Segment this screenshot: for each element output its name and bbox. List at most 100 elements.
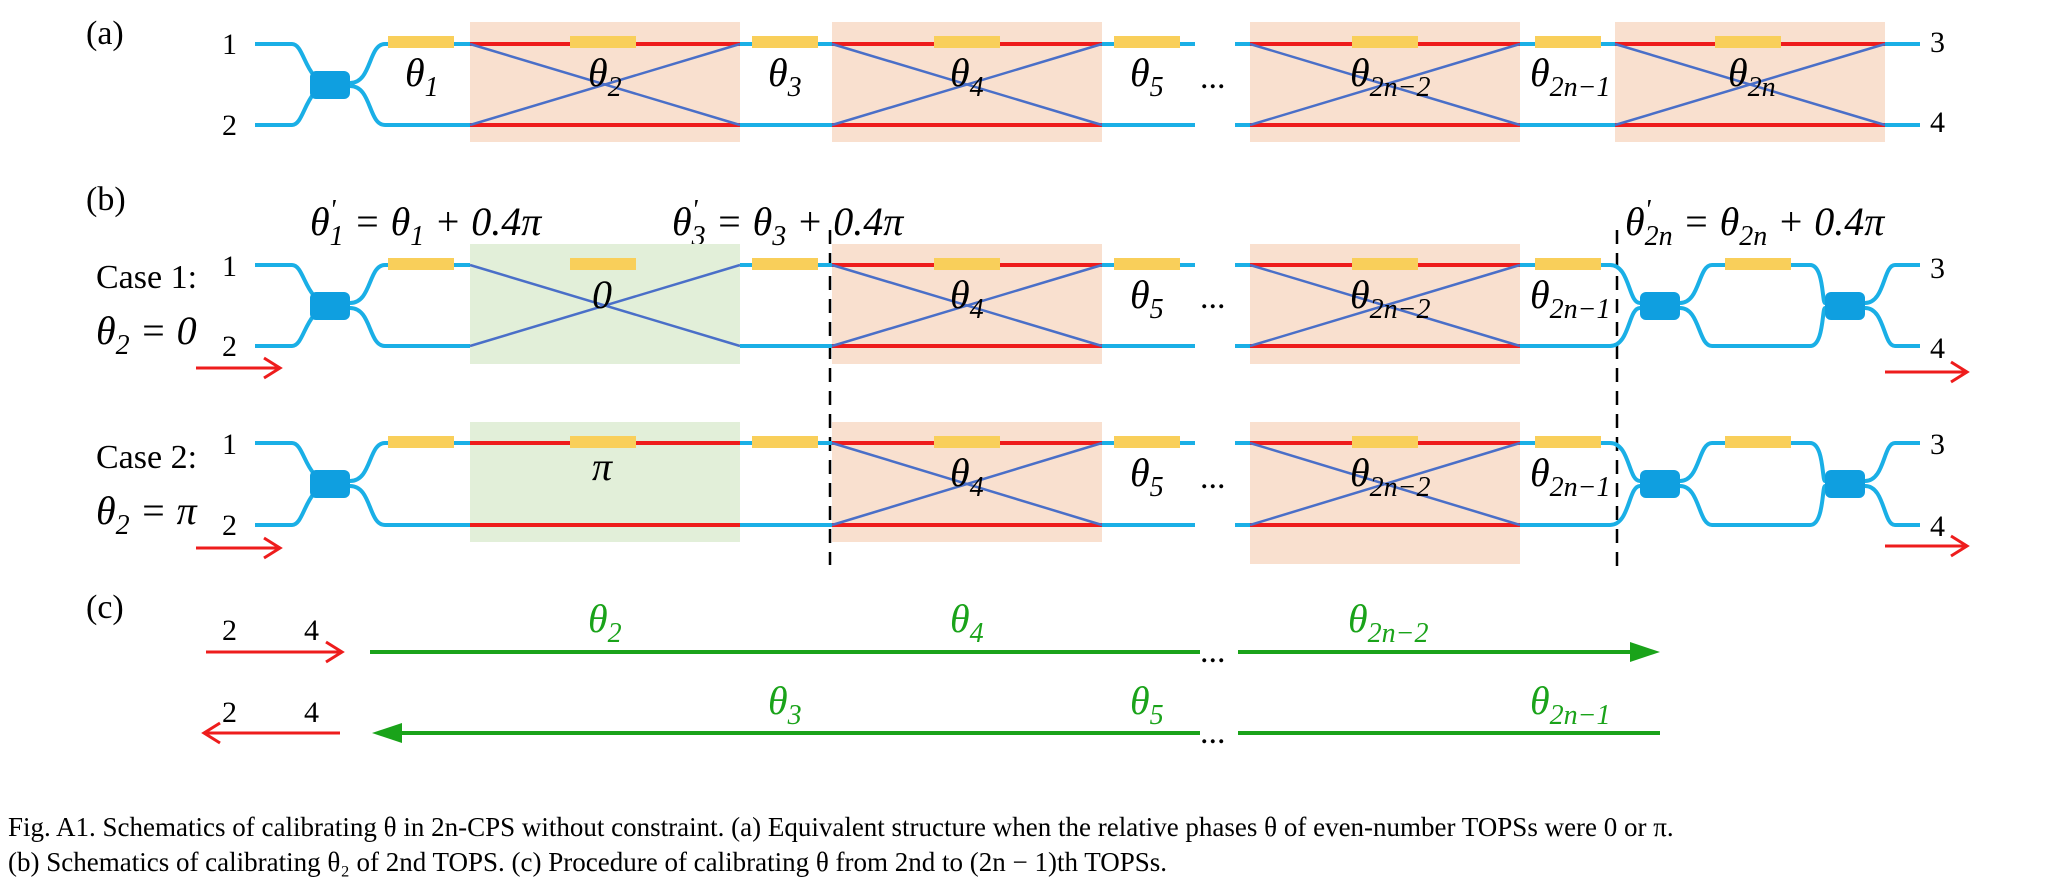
input-arrow [196, 356, 283, 380]
theta-2n-1: θ2n−1 [1530, 272, 1611, 325]
heater [1535, 258, 1601, 270]
port-1: 1 [222, 428, 237, 461]
theta-5: θ5 [1130, 50, 1164, 103]
heater [1715, 36, 1781, 48]
heater [570, 36, 636, 48]
ellipsis: ... [1200, 459, 1226, 496]
heater [934, 36, 1000, 48]
heater [388, 36, 454, 48]
equation-theta1: θ' 1 = θ1 + 0.4π [310, 195, 542, 252]
heater [934, 436, 1000, 448]
theta-4: θ4 [950, 50, 984, 103]
waveguide [349, 42, 470, 85]
ellipsis: ... [1200, 279, 1226, 316]
theta-2-green: θ2 [588, 596, 622, 649]
coupler [1640, 292, 1680, 320]
port-2: 2 [222, 109, 237, 142]
equation-theta2n: θ' 2n = θ2n + 0.4π [1625, 195, 1885, 252]
case-2-value: π [592, 444, 613, 489]
cross-line [831, 263, 1103, 348]
heater [1352, 258, 1418, 270]
waveguide [1609, 263, 1641, 305]
waveguide [1679, 441, 1827, 483]
forward-green-arrow [370, 642, 1660, 662]
coupler [1640, 470, 1680, 498]
heater [1535, 436, 1601, 448]
forward-red-arrow [206, 640, 345, 664]
waveguide [1864, 441, 1920, 483]
port-3: 3 [1930, 26, 1945, 59]
heater [1352, 36, 1418, 48]
cross-line [1614, 42, 1886, 127]
waveguide [349, 484, 470, 527]
heater [1725, 436, 1791, 448]
waveguide [1609, 441, 1641, 483]
port-3: 3 [1930, 252, 1945, 285]
caption-line-2: (b) Schematics of calibrating θ₂ of 2nd … [8, 847, 1168, 877]
waveguide [349, 263, 470, 305]
backward-red-arrow [201, 721, 340, 745]
waveguide [1679, 484, 1827, 527]
heater [1352, 436, 1418, 448]
port-4: 4 [1930, 106, 1945, 139]
case-1-value: 0 [592, 272, 612, 317]
panel-b-label: (b) [86, 181, 126, 218]
waveguide [349, 306, 470, 348]
coupler [1825, 292, 1865, 320]
panel-a-label: (a) [86, 15, 124, 52]
theta-3-green: θ3 [768, 678, 802, 731]
port-1: 1 [222, 250, 237, 283]
port-4: 4 [1930, 332, 1945, 365]
port-2: 2 [222, 696, 237, 729]
waveguide [1864, 306, 1920, 348]
output-arrow [1885, 360, 1970, 384]
panel-a: (a) 1 2 3 4 ... θ1 θ2 θ3 θ4 θ5 θ2n−2 θ2n… [86, 15, 1945, 142]
coupler [310, 71, 350, 99]
heater [388, 258, 454, 270]
theta-2n-2-green: θ2n−2 [1348, 596, 1429, 649]
cross-line [831, 441, 1103, 527]
port-2: 2 [222, 614, 237, 647]
coupler [1825, 470, 1865, 498]
case-1-condition: θ2 = 0 [96, 308, 197, 361]
equation-theta3: θ' 3 = θ3 + 0.4π [672, 195, 904, 252]
case-1-label: Case 1: [96, 259, 197, 296]
theta-3: θ3 [768, 50, 802, 103]
port-4: 4 [304, 696, 319, 729]
port-3: 3 [1930, 428, 1945, 461]
theta-4-green: θ4 [950, 596, 984, 649]
port-4: 4 [1930, 510, 1945, 543]
theta-5: θ5 [1130, 450, 1164, 503]
caption-line-1: Fig. A1. Schematics of calibrating θ in … [8, 812, 1674, 842]
backward-green-arrow [372, 723, 1660, 743]
theta-2n-2: θ2n−2 [1350, 450, 1431, 503]
theta-4: θ4 [950, 450, 984, 503]
waveguide [1679, 263, 1827, 305]
heater [934, 258, 1000, 270]
ellipsis: ... [1200, 633, 1226, 670]
waveguide [349, 84, 470, 127]
heater [570, 258, 636, 270]
heater [1114, 258, 1180, 270]
theta-2: θ2 [588, 50, 622, 103]
panel-c-label: (c) [86, 589, 124, 626]
case-2-label: Case 2: [96, 439, 197, 476]
panel-c: (c) 2 4 ... θ2 θ4 θ2n−2 2 4 ... θ3 [86, 589, 1660, 751]
cross-line [469, 42, 741, 127]
schematic-diagram: (a) 1 2 3 4 ... θ1 θ2 θ3 θ4 θ5 θ2n−2 θ2n… [86, 15, 1970, 751]
cross-line [831, 42, 1103, 127]
port-2: 2 [222, 509, 237, 542]
port-4: 4 [304, 614, 319, 647]
ellipsis: ... [1200, 714, 1226, 751]
input-arrow [196, 536, 283, 560]
heater [1725, 258, 1791, 270]
case-2-row: Case 2: θ2 = π 1 2 3 4 π ... θ4 θ5 θ2n−2… [96, 422, 1970, 564]
output-arrow [1885, 534, 1970, 558]
heater [570, 436, 636, 448]
waveguide [1609, 484, 1641, 527]
port-1: 1 [222, 28, 237, 61]
coupler [310, 292, 350, 320]
theta-4: θ4 [950, 272, 984, 325]
heater [1114, 436, 1180, 448]
theta-2n-2: θ2n−2 [1350, 50, 1431, 103]
